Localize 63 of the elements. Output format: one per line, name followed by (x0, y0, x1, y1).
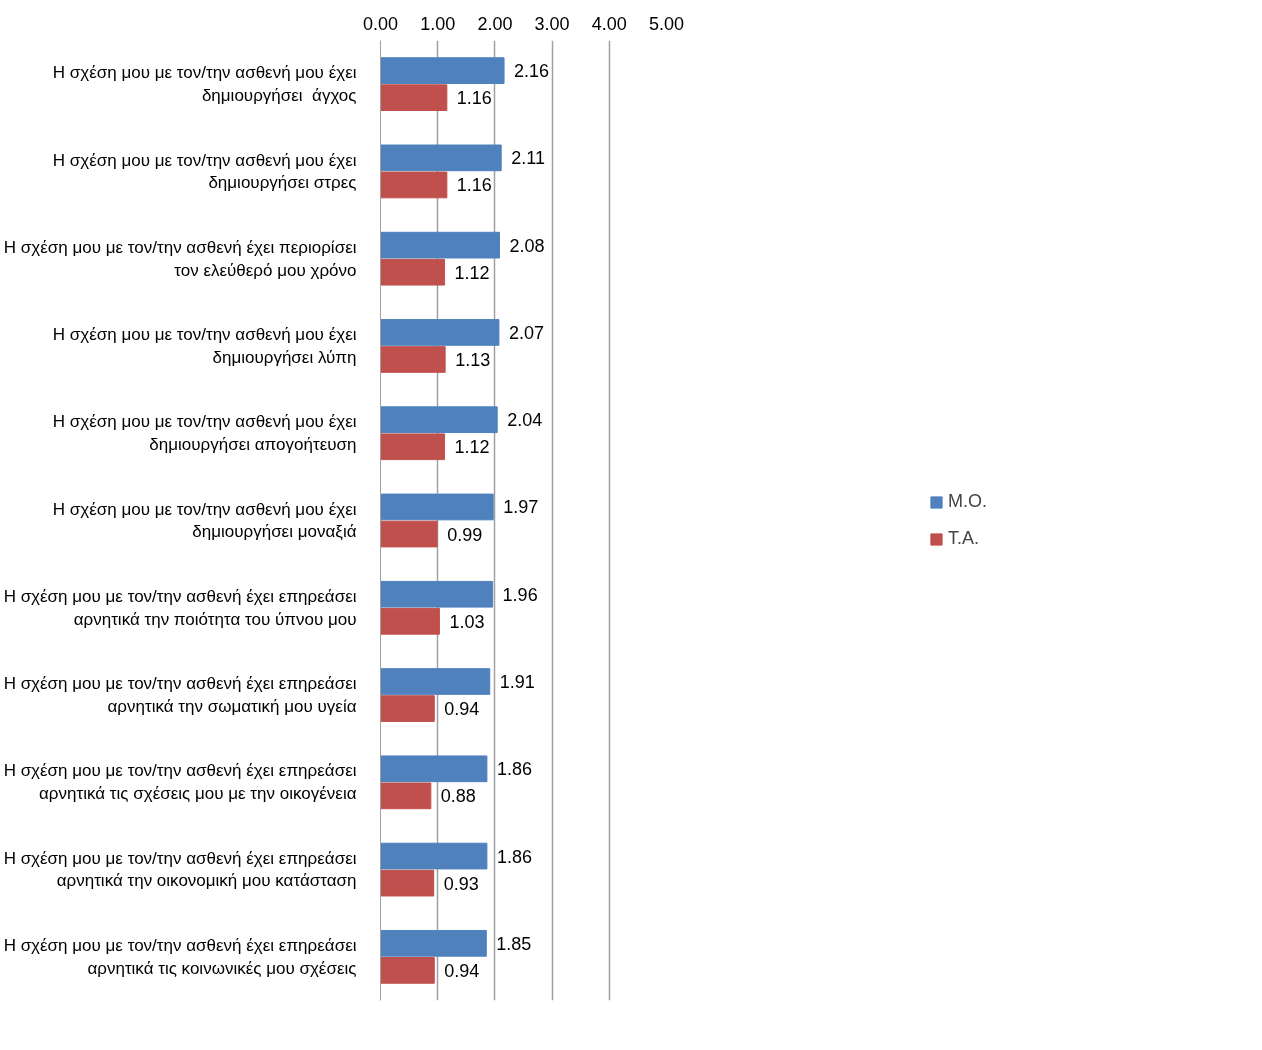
data-label: 2.11 (511, 148, 545, 169)
bar (380, 580, 494, 608)
x-tick-label: 3.00 (534, 13, 570, 34)
bar (380, 842, 488, 870)
data-label: 1.91 (499, 672, 535, 693)
legend-label: Μ.Ο. (948, 491, 987, 512)
data-label: 0.99 (447, 524, 483, 545)
data-label: 1.12 (454, 437, 490, 458)
data-label: 1.96 (502, 584, 538, 605)
legend-label: Τ.Α. (948, 528, 980, 549)
data-label: 0.94 (444, 960, 480, 981)
data-label: 1.12 (454, 262, 490, 283)
bar (380, 319, 500, 346)
bar (380, 668, 491, 695)
bar (380, 433, 446, 461)
data-label: 2.08 (509, 235, 545, 256)
y-tick-label: Η σχέση μου με τον/την ασθενή έχει επηρεάσει αρνητικά την ποιότητα του ύπνου μου (3, 586, 357, 629)
bar (380, 520, 438, 548)
y-tick-label: Η σχέση μου με τον/την ασθενή μου έχει δημιουργήσει άγχος (52, 63, 357, 106)
bar (380, 84, 448, 112)
bar (380, 171, 448, 199)
y-tick-label: Η σχέση μου με τον/την ασθενή έχει επηρεάσει αρνητικά την σωματική μου υγεία (3, 674, 357, 716)
data-label: 1.16 (456, 88, 492, 109)
data-label: 2.04 (507, 410, 543, 431)
data-label: 1.16 (456, 175, 492, 196)
bar (380, 57, 505, 84)
y-tick-label: Η σχέση μου με τον/την ασθενή έχει περιορίσει τον ελεύθερό μου χρόνο (3, 237, 357, 280)
data-label: 1.86 (496, 759, 532, 780)
y-tick-label: Η σχέση μου με τον/την ασθενή μου έχει δημιουργήσει απογοήτευση (52, 412, 357, 455)
bar (380, 957, 435, 984)
bar (380, 346, 446, 373)
y-tick-label: Η σχέση μου με τον/την ασθενή μου έχει δημιουργήσει στρες (52, 150, 357, 193)
x-tick-label: 4.00 (591, 13, 627, 34)
y-tick-label: Η σχέση μου με τον/την ασθενή έχει επηρεάσει αρνητικά τις κοινωνικές μου σχέσεις (3, 935, 357, 978)
bar (380, 258, 446, 286)
y-tick-label: Η σχέση μου με τον/την ασθενή μου έχει δημιουργήσει λύπη (52, 325, 357, 367)
data-label: 0.88 (440, 786, 476, 807)
x-tick-label: 2.00 (477, 13, 513, 34)
data-label: 1.85 (496, 933, 532, 954)
bar (380, 755, 488, 783)
bar (380, 144, 502, 172)
data-label: 0.94 (444, 699, 480, 720)
data-label: 1.97 (503, 497, 539, 518)
y-tick-label: Η σχέση μου με τον/την ασθενή έχει επηρεάσει αρνητικά την οικονομική μου κατάσταση (3, 848, 357, 891)
bar (380, 695, 435, 722)
data-label: 0.93 (443, 873, 479, 894)
bar (380, 929, 487, 957)
data-label: 2.16 (514, 61, 550, 82)
bar (380, 782, 432, 810)
y-tick-label: Η σχέση μου με τον/την ασθενή μου έχει δημιουργήσει μοναξιά (52, 499, 357, 542)
bar (380, 869, 435, 897)
bar (380, 493, 494, 521)
data-label: 1.03 (449, 611, 485, 632)
x-tick-label: 0.00 (362, 13, 399, 34)
bar (380, 607, 440, 635)
x-tick-label: 5.00 (648, 13, 685, 34)
data-label: 1.13 (455, 349, 491, 370)
data-label: 2.07 (508, 322, 544, 343)
bar (380, 406, 498, 434)
data-label: 1.86 (496, 846, 532, 867)
bar (380, 231, 500, 259)
x-tick-label: 1.00 (420, 13, 456, 34)
y-tick-label: Η σχέση μου με τον/την ασθενή έχει επηρεάσει αρνητικά τις σχέσεις μου με την οικογένεια (3, 761, 357, 804)
